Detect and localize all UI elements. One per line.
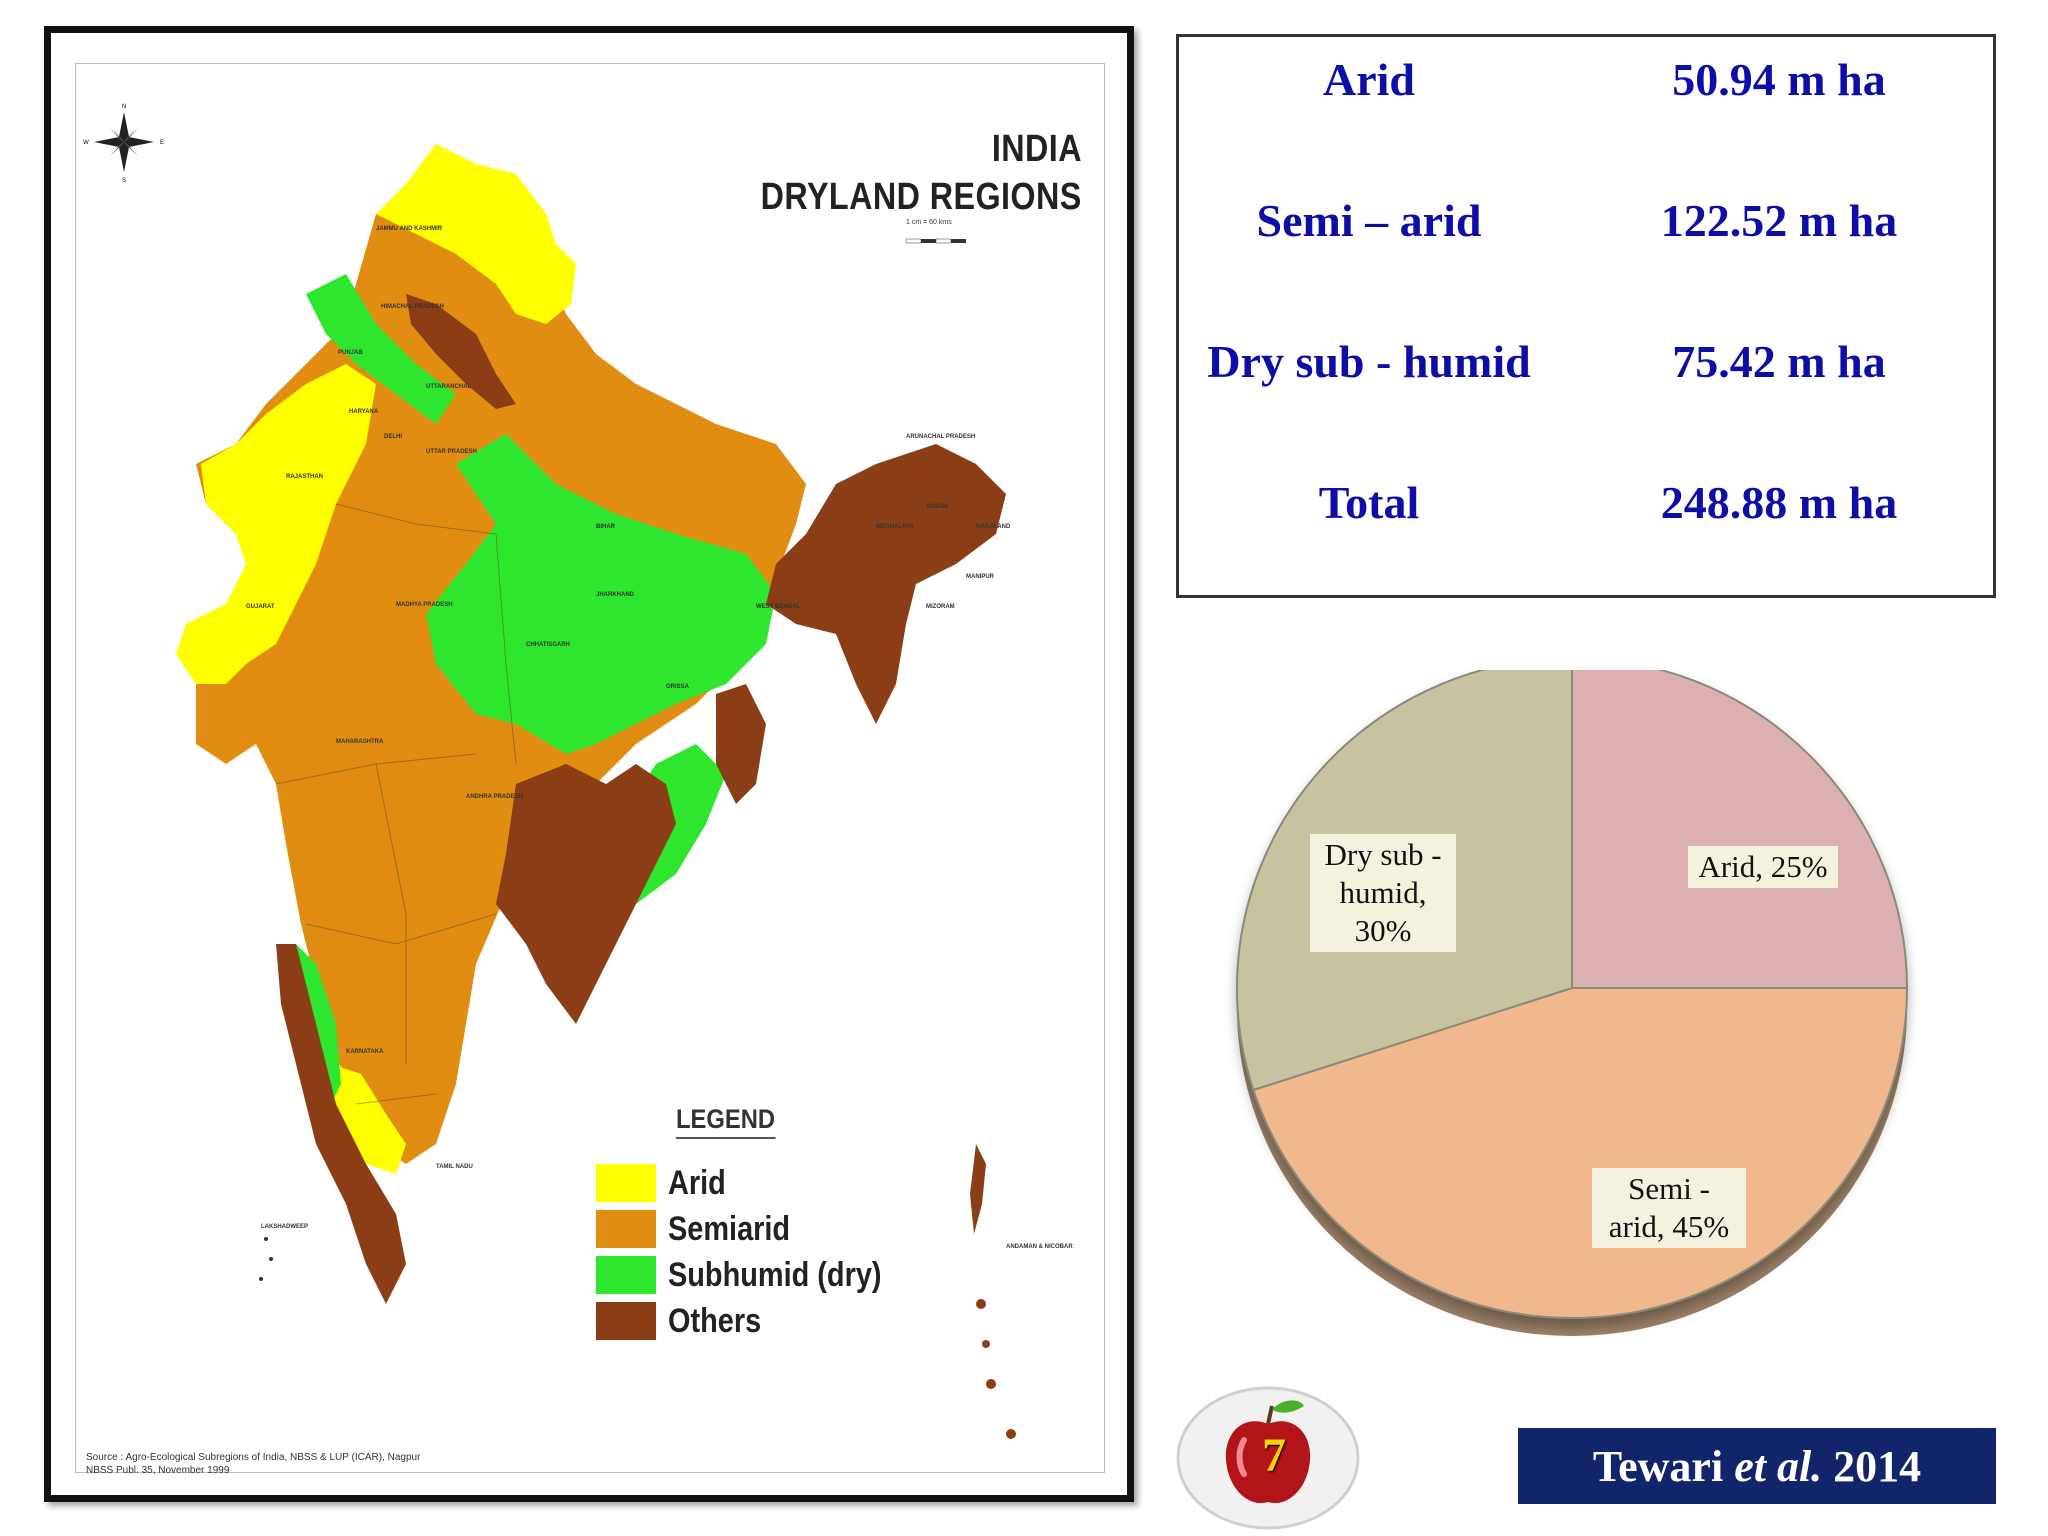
stat-name: Total [1318, 477, 1420, 528]
scale-bar [905, 238, 966, 244]
legend-title: LEGEND [676, 1104, 776, 1139]
pie-slice-arid [1571, 670, 1909, 989]
stat-name: Arid [1323, 54, 1415, 105]
citation-author: Tewari [1592, 1441, 1724, 1491]
state-label: HIMACHAL PRADESH [381, 304, 444, 310]
svg-text:W: W [83, 140, 89, 146]
state-label: MEGHALAYA [876, 524, 914, 530]
legend-swatch-subhumid [596, 1256, 656, 1294]
india-dryland-map: N S W E [83, 104, 1016, 1439]
map-source-line2: NBSS Publ. 35, November 1999 [86, 1465, 230, 1476]
state-label: ARUNACHAL PRADESH [906, 434, 976, 440]
legend-swatch-arid [596, 1164, 656, 1202]
region-arid-south [331, 1064, 406, 1174]
dryland-area-table: Arid 50.94 m ha Semi – arid 122.52 m ha … [1176, 34, 1996, 598]
legend-swatch-semiarid [596, 1210, 656, 1248]
state-label: LAKSHADWEEP [261, 1224, 309, 1230]
region-others-ne [766, 444, 1006, 724]
map-source-note: Source : Agro-Ecological Subregions of I… [86, 1451, 420, 1477]
dryland-pie-chart [1236, 670, 1909, 1336]
citation-banner: Tewari et al. 2014 [1518, 1428, 1996, 1504]
pie-label-arid: Arid, 25% [1688, 846, 1838, 888]
state-label: ORISSA [666, 684, 690, 690]
legend-item-subhumid: Subhumid (dry) [596, 1256, 919, 1294]
state-label: ASSAM [926, 504, 948, 510]
state-label: CHHATISGARH [526, 642, 570, 648]
legend-swatch-others [596, 1302, 656, 1340]
state-label: RAJASTHAN [286, 474, 324, 480]
legend-label: Subhumid (dry) [668, 1255, 882, 1294]
legend-label: Arid [668, 1163, 726, 1202]
stat-name: Semi – arid [1256, 195, 1482, 246]
state-label: MIZORAM [926, 604, 955, 610]
legend-item-others: Others [596, 1302, 778, 1340]
stat-value: 50.94 m ha [1672, 54, 1886, 105]
state-label: BIHAR [596, 524, 615, 530]
region-others-central [496, 764, 676, 1024]
state-label: JAMMU AND KASHMIR [376, 226, 443, 232]
stat-value: 248.88 m ha [1660, 477, 1898, 528]
region-subhumid-north [306, 274, 456, 424]
state-label: UTTAR PRADESH [426, 449, 477, 455]
region-islands-andaman [970, 1144, 986, 1234]
stat-row-total: Total 248.88 m ha [1179, 476, 1993, 536]
pie-label-semiarid: Semi - arid, 45% [1592, 1168, 1746, 1248]
svg-text:N: N [122, 104, 126, 110]
stat-name: Dry sub - humid [1207, 336, 1531, 387]
legend-item-arid: Arid [596, 1164, 736, 1202]
compass-icon: N S W E [83, 104, 164, 184]
region-arid-west [176, 364, 376, 684]
state-label: NAGALAND [976, 524, 1011, 530]
legend-item-semiarid: Semiarid [596, 1210, 812, 1248]
stat-value: 122.52 m ha [1660, 195, 1898, 246]
svg-text:E: E [160, 140, 164, 146]
state-label: HARYANA [349, 409, 379, 415]
state-label: ANDHRA PRADESH [466, 794, 523, 800]
state-label: MANIPUR [966, 574, 994, 580]
state-label: WEST BENGAL [756, 604, 801, 610]
state-label: JHARKHAND [596, 592, 635, 598]
stat-row-semiarid: Semi – arid 122.52 m ha [1179, 194, 1993, 254]
region-others-eastcoast [716, 684, 766, 804]
map-title-line2: DRYLAND REGIONS [760, 176, 1082, 218]
citation-etal: et al. [1734, 1441, 1823, 1491]
state-label: MAHARASHTRA [336, 739, 384, 745]
map-area: N S W E [75, 63, 1105, 1476]
state-label: UTTARANCHAL [426, 384, 472, 390]
slide-number: 7 [1262, 1429, 1286, 1482]
map-frame: N S W E [44, 26, 1134, 1502]
state-label: ANDAMAN & NICOBAR [1006, 1244, 1073, 1250]
state-label: GUJARAT [246, 604, 275, 610]
region-arid-north [376, 174, 576, 324]
state-label: TAMIL NADU [436, 1164, 473, 1170]
map-title-line1: INDIA [991, 128, 1082, 170]
state-label: KARNATAKA [346, 1049, 384, 1055]
citation-year: 2014 [1833, 1441, 1922, 1491]
state-label: MADHYA PRADESH [396, 602, 453, 608]
stat-row-drysubhumid: Dry sub - humid 75.42 m ha [1179, 335, 1993, 395]
stat-row-arid: Arid 50.94 m ha [1179, 53, 1993, 113]
stat-value: 75.42 m ha [1672, 336, 1886, 387]
legend-label: Semiarid [668, 1209, 791, 1248]
svg-text:S: S [122, 178, 126, 184]
pie-slices [1236, 670, 1909, 1320]
state-label: PUNJAB [338, 350, 363, 356]
state-label: DELHI [384, 434, 402, 440]
map-scale-text: 1 cm = 60 kms [906, 219, 952, 226]
region-subhumid-gangetic [426, 434, 776, 754]
region-others-himalaya [406, 294, 516, 409]
map-source-line1: Source : Agro-Ecological Subregions of I… [86, 1452, 421, 1463]
legend-label: Others [668, 1301, 762, 1340]
region-others-westcoast [276, 944, 406, 1304]
pie-label-drysubhumid: Dry sub - humid, 30% [1310, 834, 1456, 952]
region-arid-north-2 [406, 144, 556, 244]
apple-icon [1176, 1386, 1360, 1530]
